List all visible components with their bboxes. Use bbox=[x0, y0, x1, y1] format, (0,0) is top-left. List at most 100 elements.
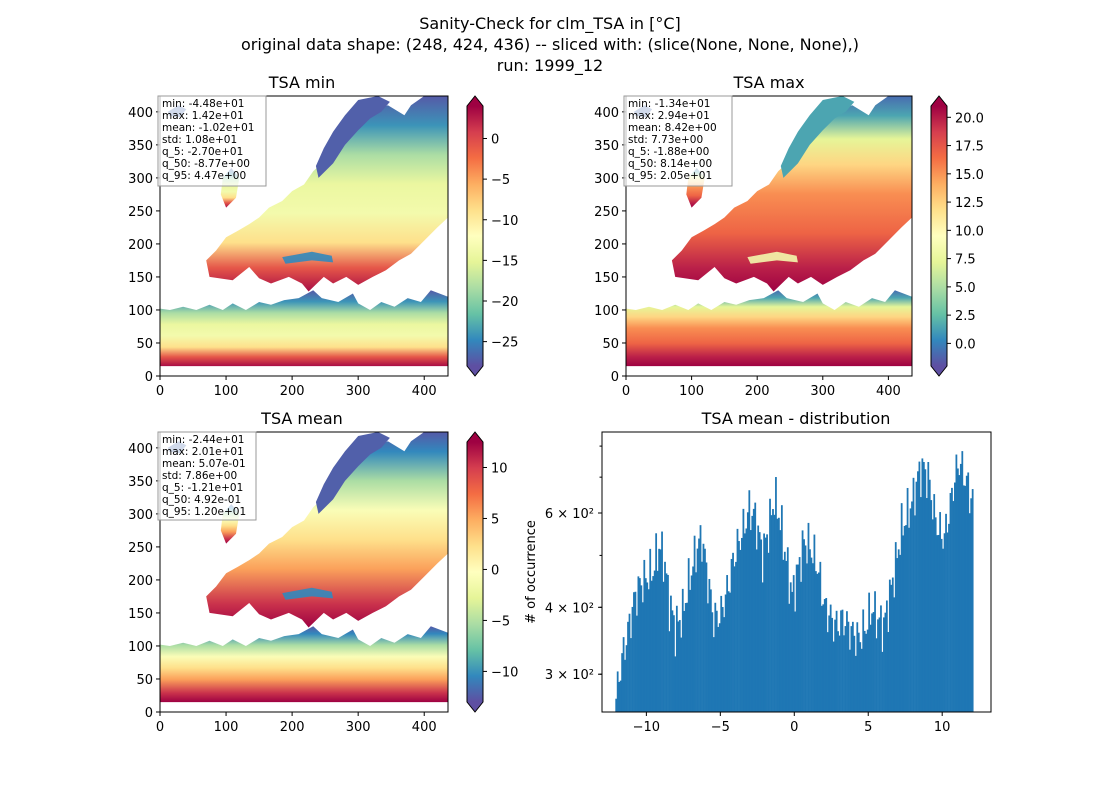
map-ytick-label: 150 bbox=[594, 271, 619, 286]
stats-line: q_50: -8.77e+00 bbox=[162, 158, 250, 170]
map-panel-2: 0 100 200 300 400 0 50 100 150 200 250 300 350 400 min… bbox=[594, 95, 984, 399]
histogram-bar bbox=[893, 597, 896, 712]
map-ytick-label: 200 bbox=[594, 238, 619, 253]
colorbar-frame bbox=[466, 95, 484, 377]
histogram-bar bbox=[699, 525, 702, 712]
colorbar-tick-label: 5.0 bbox=[955, 281, 976, 296]
histogram-bar bbox=[803, 539, 805, 712]
histogram-bar bbox=[733, 566, 736, 712]
histogram-bar bbox=[825, 597, 828, 712]
histogram-bar bbox=[760, 539, 763, 712]
histogram-bar bbox=[940, 538, 943, 712]
histogram-bar bbox=[925, 498, 928, 712]
histogram-bar bbox=[754, 502, 757, 712]
histogram-bar bbox=[841, 609, 844, 712]
stats-line: max: 2.94e+01 bbox=[628, 110, 710, 122]
histogram-bar bbox=[643, 559, 646, 712]
histogram-bar bbox=[630, 638, 632, 712]
colorbar-extend-max bbox=[467, 432, 483, 442]
histogram-bar bbox=[896, 558, 899, 712]
histogram-bar bbox=[934, 517, 937, 712]
histogram-bar bbox=[780, 505, 783, 712]
map-ytick-label: 250 bbox=[594, 205, 619, 220]
colorbar-tick-label: 2.5 bbox=[955, 309, 976, 324]
histogram-bar bbox=[634, 591, 637, 712]
stats-line: std: 1.08e+01 bbox=[162, 134, 237, 146]
stats-line: mean: 5.07e-01 bbox=[162, 458, 246, 470]
map-alps bbox=[282, 251, 334, 264]
map-ytick-label: 350 bbox=[128, 139, 153, 154]
histogram-bar bbox=[971, 489, 974, 712]
map-axes-frame bbox=[159, 431, 449, 713]
histogram-bar bbox=[920, 497, 922, 712]
map-xtick-label: 200 bbox=[280, 384, 305, 399]
histogram-bar bbox=[902, 535, 905, 712]
histogram-bar bbox=[806, 563, 808, 712]
colorbar-tick-label: 15.0 bbox=[955, 168, 984, 183]
histogram-bar bbox=[959, 463, 962, 712]
map-ytick-label: 100 bbox=[128, 640, 153, 655]
panel-title-tsa-mean: TSA mean bbox=[260, 409, 343, 428]
map-axes-frame bbox=[159, 95, 449, 377]
histogram-bar bbox=[874, 591, 876, 712]
histogram-bar bbox=[868, 592, 871, 712]
histogram-bar bbox=[883, 617, 885, 712]
histogram-bar bbox=[819, 561, 822, 712]
histogram-bar bbox=[687, 558, 690, 712]
colorbar-tick-label: 10.0 bbox=[955, 224, 984, 239]
histogram-bar bbox=[680, 637, 683, 712]
map-alps bbox=[747, 251, 798, 264]
histogram-bar bbox=[671, 610, 674, 712]
histogram-bar bbox=[791, 591, 794, 712]
histogram-bar bbox=[943, 533, 946, 712]
histogram-bar bbox=[942, 548, 944, 712]
map-ytick-label: 150 bbox=[128, 607, 153, 622]
histogram-bar bbox=[885, 600, 888, 712]
histogram-bar bbox=[772, 509, 774, 712]
histogram-bar bbox=[939, 512, 942, 712]
histogram-bar bbox=[729, 592, 731, 712]
histogram-bar bbox=[707, 603, 709, 712]
histogram-bar bbox=[742, 508, 745, 712]
colorbar-frame bbox=[466, 431, 484, 713]
histogram-bar bbox=[816, 573, 819, 712]
hist-xtick-label: 0 bbox=[790, 720, 798, 735]
histogram-bar bbox=[921, 458, 924, 712]
histogram-bar bbox=[739, 549, 742, 712]
histogram-bar bbox=[851, 621, 854, 712]
map-xtick-label: 100 bbox=[214, 720, 239, 735]
map-land-europe bbox=[206, 96, 448, 292]
histogram-bar bbox=[931, 519, 934, 712]
histogram-bar bbox=[906, 487, 909, 712]
histogram-bar bbox=[726, 575, 729, 712]
map-xtick-label: 300 bbox=[810, 384, 835, 399]
histogram-bar bbox=[865, 633, 868, 712]
histogram-bar bbox=[763, 533, 765, 712]
map-ytick-label: 200 bbox=[128, 238, 153, 253]
histogram-bar bbox=[888, 579, 891, 712]
histogram-bar bbox=[616, 671, 619, 712]
map-xtick-label: 100 bbox=[679, 384, 704, 399]
histogram-bar bbox=[828, 615, 831, 712]
histogram-bar bbox=[721, 607, 724, 712]
histogram-bar bbox=[949, 492, 952, 712]
histogram-bar bbox=[911, 501, 913, 712]
stats-line: q_50: 4.92e-01 bbox=[162, 494, 241, 506]
histogram-bar bbox=[689, 589, 692, 712]
histogram-bar bbox=[804, 545, 807, 712]
hist-xtick-label: 10 bbox=[934, 720, 951, 735]
histogram-bar bbox=[631, 606, 634, 712]
histogram-bar bbox=[801, 530, 804, 712]
histogram-bar bbox=[767, 552, 770, 712]
histogram-bar bbox=[837, 631, 839, 712]
histogram-bar bbox=[847, 621, 850, 712]
colorbar-tick-label: −5 bbox=[491, 614, 510, 629]
histogram-bar bbox=[779, 530, 782, 712]
histogram-bar bbox=[659, 549, 662, 712]
panel-title-tsa-mean-distribution: TSA mean - distribution bbox=[701, 409, 891, 428]
histogram-bar bbox=[712, 637, 715, 712]
map-ytick-label: 300 bbox=[128, 172, 153, 187]
histogram-bar bbox=[792, 575, 795, 712]
histogram-bar bbox=[903, 525, 906, 712]
